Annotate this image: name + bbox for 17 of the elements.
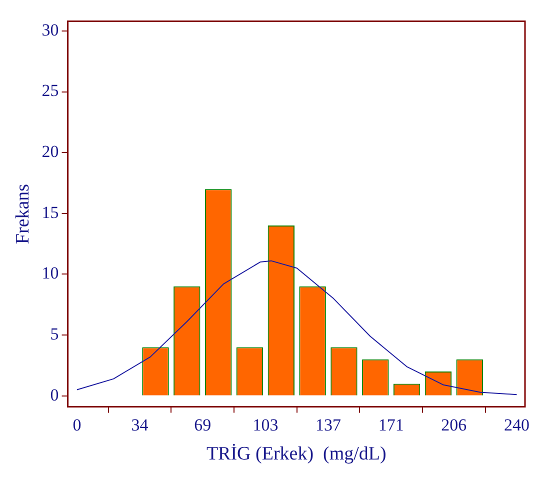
y-tick-label: 10 [42, 264, 59, 283]
x-tick-label: 69 [194, 415, 212, 434]
y-tick-label: 30 [42, 20, 59, 40]
x-tick-label: 34 [131, 415, 149, 434]
x-tick-label: 103 [252, 415, 278, 434]
y-axis-title: Frekans [12, 184, 34, 244]
y-tick-label: 5 [50, 324, 59, 344]
y-tick-label: 0 [50, 385, 59, 404]
x-tick-label: 0 [72, 415, 82, 434]
y-tick-label: 15 [42, 202, 59, 222]
x-tick-label: 206 [441, 415, 467, 434]
x-tick-label: 240 [504, 415, 530, 434]
y-tick-label: 20 [42, 142, 59, 162]
x-axis-title: TRİG (Erkek) (mg/dL) [206, 444, 386, 465]
y-tick-label: 25 [42, 81, 59, 100]
x-tick-label: 137 [316, 415, 342, 434]
x-tick-label: 171 [378, 415, 404, 434]
